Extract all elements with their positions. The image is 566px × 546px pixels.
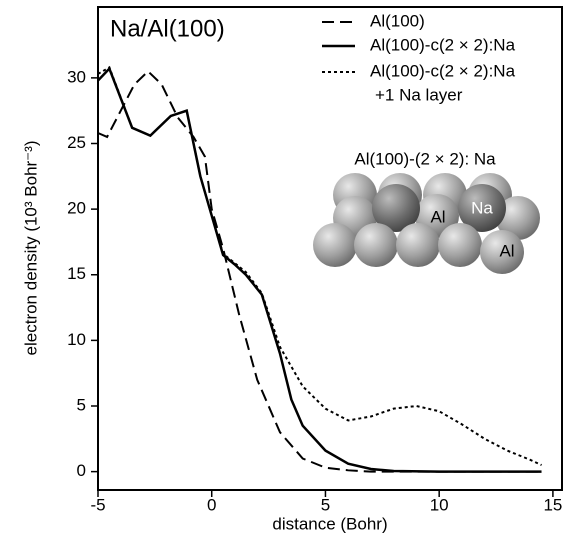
legend-note: +1 Na layer (375, 85, 463, 104)
y-tick-label: 20 (67, 199, 86, 218)
series-line (97, 65, 542, 466)
sphere-label: Al (499, 241, 514, 260)
y-tick-label: 0 (77, 461, 86, 480)
y-tick-label: 30 (67, 67, 86, 86)
legend-label: Al(100)-c(2 × 2):Na (370, 61, 516, 80)
x-tick-label: 15 (543, 495, 562, 514)
x-tick-label: 0 (207, 495, 216, 514)
inset-label: Al(100)-(2 × 2): Na (354, 149, 496, 168)
sphere-label: Na (471, 198, 493, 217)
y-tick-label: 25 (67, 133, 86, 152)
sphere-label: Al (430, 207, 445, 226)
chart-title: Na/Al(100) (110, 15, 225, 42)
series-line (97, 69, 542, 473)
plot-frame (97, 6, 563, 491)
inset-spheres (313, 173, 540, 274)
x-tick-label: -5 (90, 495, 105, 514)
y-tick-label: 10 (67, 330, 86, 349)
x-axis-label: distance (Bohr) (272, 514, 387, 533)
x-tick-label: 5 (321, 495, 330, 514)
legend-label: Al(100)-c(2 × 2):Na (370, 35, 516, 54)
legend-label: Al(100) (370, 11, 425, 30)
y-axis-label: electron density (10³ Bohr⁻³) (21, 141, 40, 356)
y-tick-label: 5 (77, 395, 86, 414)
y-tick-label: 15 (67, 264, 86, 283)
x-tick-label: 10 (430, 495, 449, 514)
series-line (97, 66, 542, 473)
